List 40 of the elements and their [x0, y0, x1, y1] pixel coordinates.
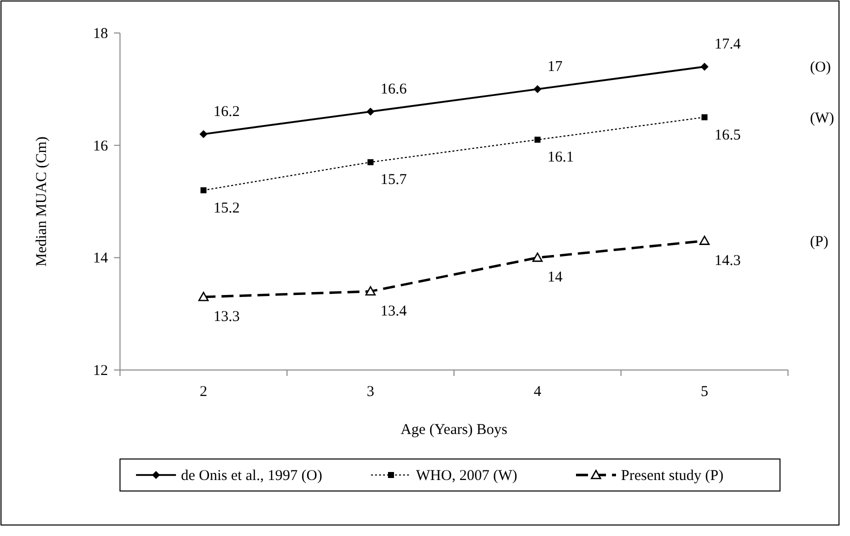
y-tick-label: 12 [93, 363, 108, 379]
data-label: 16.6 [380, 82, 408, 98]
point [198, 292, 209, 302]
y-tick-label: 14 [93, 250, 108, 267]
legend-label: de Onis et al., 1997 (O) [181, 468, 322, 484]
text: (W) [810, 110, 834, 126]
y-tick-label: 18 [93, 26, 108, 42]
data-label: 13.4 [380, 303, 408, 320]
x-tick-label: 5 [700, 384, 708, 400]
data-label: 17 [548, 59, 563, 76]
data-label: 14 [548, 270, 563, 286]
data-label: 14.3 [714, 252, 741, 269]
point [532, 252, 543, 262]
data-label: 13.3 [214, 308, 240, 325]
point [368, 159, 374, 166]
data-label: 16.5 [714, 127, 741, 144]
legend-label: Present study (P) [621, 468, 724, 484]
legend-label: WHO, 2007 (W) [416, 468, 518, 484]
x-axis-title: Age (Years) Boys [400, 422, 508, 438]
point [700, 62, 708, 71]
point [365, 286, 376, 296]
point [200, 130, 208, 138]
point [534, 136, 540, 143]
data-label: 15.7 [380, 172, 408, 188]
text: (O) [810, 60, 831, 76]
point [702, 114, 708, 120]
data-label: 15.2 [214, 200, 240, 216]
data-label: 16.2 [214, 104, 240, 120]
point [200, 187, 206, 194]
point [699, 236, 710, 245]
y-tick-label: 16 [93, 138, 108, 154]
point [366, 108, 374, 116]
x-tick-label: 4 [534, 384, 542, 400]
x-tick-label: 2 [200, 384, 208, 400]
data-label: 16.1 [548, 150, 574, 166]
data-label: 17.4 [714, 36, 742, 53]
y-axis-title: Median MUAC (Cm) [34, 136, 50, 266]
text: (P) [810, 234, 828, 250]
point [534, 85, 542, 94]
x-tick-label: 3 [366, 384, 374, 400]
